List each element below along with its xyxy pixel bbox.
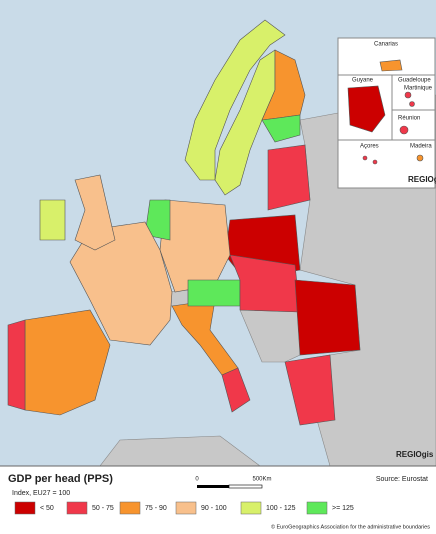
region — [267, 144, 311, 211]
region — [379, 59, 403, 72]
inset-label: Guyane — [352, 78, 374, 84]
legend-label: 100 - 125 — [266, 505, 296, 512]
scale-bar — [197, 485, 229, 488]
region — [144, 199, 171, 241]
region — [69, 221, 173, 346]
legend-swatch — [175, 501, 197, 515]
legend: < 50 50 - 75 75 - 90 90 - 100 100 - 125 >= 12… — [14, 501, 354, 515]
scale-bar — [228, 484, 263, 489]
legend-swatch — [119, 501, 141, 515]
legend-swatch — [14, 501, 36, 515]
subtitle: Index, EU27 = 100 — [12, 490, 70, 497]
copyright: © EuroGeographics Association for the ad… — [271, 523, 430, 530]
legend-label: 50 - 75 — [92, 505, 114, 512]
source: Source: Eurostat — [376, 476, 428, 483]
regions — [7, 19, 361, 426]
region — [7, 319, 26, 411]
region — [184, 19, 286, 181]
inset-label: Madeira — [410, 144, 432, 150]
inset-label: Açores — [360, 144, 379, 150]
inset-label: Réunion — [398, 116, 420, 122]
legend-label: < 50 — [40, 505, 54, 512]
inset-label: Guadeloupe — [398, 78, 431, 84]
region — [261, 114, 301, 143]
legend-swatch — [66, 501, 88, 515]
inset-label: Martinique — [404, 86, 433, 92]
region — [404, 91, 412, 99]
region — [416, 154, 424, 162]
legend-swatch — [306, 501, 328, 515]
region — [409, 101, 415, 107]
region — [39, 199, 66, 241]
scale-label: 0 — [195, 477, 199, 483]
region — [362, 155, 368, 161]
region — [74, 174, 116, 251]
legend-label: >= 125 — [332, 505, 354, 512]
logo: REGIOgis — [408, 175, 436, 184]
region — [347, 85, 386, 133]
legend-swatch — [240, 501, 262, 515]
region — [221, 367, 251, 413]
legend-panel — [0, 466, 436, 534]
logo: REGIOgis — [396, 450, 434, 459]
region — [229, 254, 301, 313]
legend-label: 90 - 100 — [201, 505, 227, 512]
region — [399, 125, 409, 135]
region — [284, 354, 336, 426]
region — [294, 279, 361, 356]
region — [372, 159, 378, 165]
inset-label: Canarias — [374, 42, 398, 48]
map-title: GDP per head (PPS) — [8, 473, 113, 485]
inset-panel: Canarias Guyane Guadeloupe Martinique Ré… — [337, 37, 436, 189]
scale-label: 500Km — [252, 477, 271, 483]
region — [187, 279, 241, 307]
legend-label: 75 - 90 — [145, 505, 167, 512]
